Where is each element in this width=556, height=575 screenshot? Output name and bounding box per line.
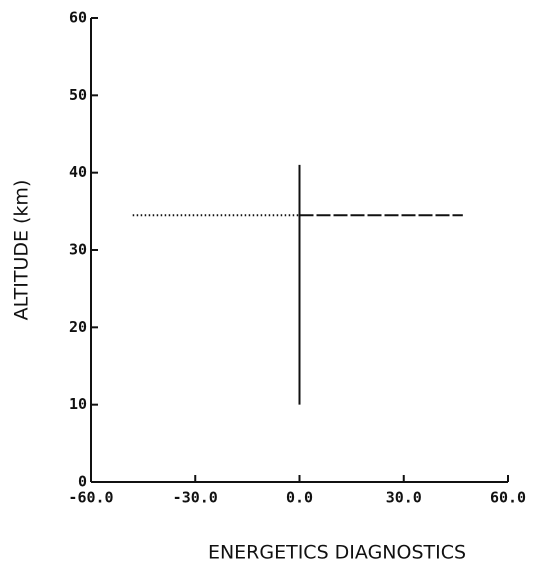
y-axis-title: ALTITUDE (km) [11,180,33,321]
x-tick-label: 30.0 [386,489,422,507]
x-tick-label: -30.0 [173,489,218,507]
y-tick-label: 0 [78,473,87,491]
x-tick-label: 60.0 [490,489,526,507]
y-tick-label: 40 [69,163,87,181]
y-tick-label: 50 [69,86,87,104]
x-tick-label: 0.0 [286,489,313,507]
y-tick-label: 30 [69,241,87,259]
x-tick-label: -60.0 [68,489,113,507]
x-axis-title: ENERGETICS DIAGNOSTICS [208,542,466,564]
y-tick-label: 10 [69,395,87,413]
y-tick-label: 60 [69,9,87,27]
y-tick-label: 20 [69,318,87,336]
